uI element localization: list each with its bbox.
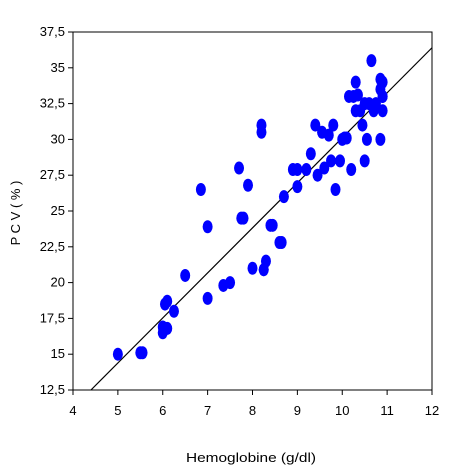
x-tick-label: 5 bbox=[114, 403, 121, 418]
y-tick-label: 35 bbox=[51, 60, 65, 75]
data-point bbox=[202, 220, 213, 234]
x-tick-label: 8 bbox=[249, 403, 256, 418]
data-point bbox=[375, 132, 386, 146]
x-tick-label: 6 bbox=[159, 403, 166, 418]
data-point bbox=[247, 261, 258, 275]
data-point bbox=[256, 125, 267, 139]
data-point bbox=[370, 97, 381, 111]
y-tick-label: 17,5 bbox=[40, 310, 65, 325]
data-point bbox=[292, 162, 303, 176]
y-tick-label: 22,5 bbox=[40, 239, 65, 254]
data-point bbox=[330, 183, 341, 197]
data-point bbox=[234, 161, 245, 175]
data-points bbox=[112, 54, 388, 361]
y-tick-label: 12,5 bbox=[40, 382, 65, 397]
x-tick-label: 11 bbox=[380, 403, 394, 418]
data-point bbox=[162, 321, 173, 335]
data-point bbox=[202, 291, 213, 305]
data-point bbox=[377, 104, 388, 118]
data-point bbox=[162, 294, 173, 308]
y-axis-ticks: 12,5 15 17,5 20 22,5 25 27,5 30 32,5 35 37,5 bbox=[40, 24, 73, 397]
data-point bbox=[326, 154, 337, 168]
data-point bbox=[312, 168, 323, 182]
x-axis-title: Hemoglobine (g/dl) bbox=[186, 450, 316, 465]
data-point bbox=[301, 162, 312, 176]
y-axis-title: P C V ( % ) bbox=[8, 181, 23, 246]
x-tick-label: 7 bbox=[204, 403, 211, 418]
data-point bbox=[180, 268, 191, 282]
data-point bbox=[305, 147, 316, 161]
x-tick-label: 10 bbox=[335, 403, 349, 418]
data-point bbox=[112, 347, 123, 361]
y-tick-label: 32,5 bbox=[40, 96, 65, 111]
data-point bbox=[328, 118, 339, 132]
data-point bbox=[352, 88, 363, 102]
data-point bbox=[168, 304, 179, 318]
data-point bbox=[243, 178, 254, 192]
data-point bbox=[375, 72, 386, 86]
data-point bbox=[377, 89, 388, 103]
data-point bbox=[267, 218, 278, 232]
data-point bbox=[361, 132, 372, 146]
data-point bbox=[310, 118, 321, 132]
data-point bbox=[359, 154, 370, 168]
data-point bbox=[346, 162, 357, 176]
data-point bbox=[137, 346, 148, 360]
data-point bbox=[292, 180, 303, 194]
data-point bbox=[195, 183, 206, 197]
data-point bbox=[238, 211, 249, 225]
x-tick-label: 4 bbox=[69, 403, 76, 418]
data-point bbox=[225, 276, 236, 290]
y-tick-label: 25 bbox=[51, 203, 65, 218]
data-point bbox=[276, 236, 287, 250]
data-point bbox=[258, 263, 269, 277]
data-point bbox=[278, 190, 289, 204]
data-point bbox=[357, 118, 368, 132]
x-tick-label: 12 bbox=[425, 403, 439, 418]
data-point bbox=[335, 154, 346, 168]
data-point bbox=[366, 54, 377, 68]
y-tick-label: 20 bbox=[51, 275, 65, 290]
y-tick-label: 15 bbox=[51, 346, 65, 361]
y-tick-label: 37,5 bbox=[40, 24, 65, 39]
y-tick-label: 30 bbox=[51, 131, 65, 146]
y-tick-label: 27,5 bbox=[40, 167, 65, 182]
data-point bbox=[341, 131, 352, 145]
data-point bbox=[319, 161, 330, 175]
x-tick-label: 9 bbox=[294, 403, 301, 418]
data-point bbox=[323, 128, 334, 142]
x-axis-ticks: 4 5 6 7 8 9 10 11 12 bbox=[69, 390, 439, 418]
data-point bbox=[350, 75, 361, 89]
